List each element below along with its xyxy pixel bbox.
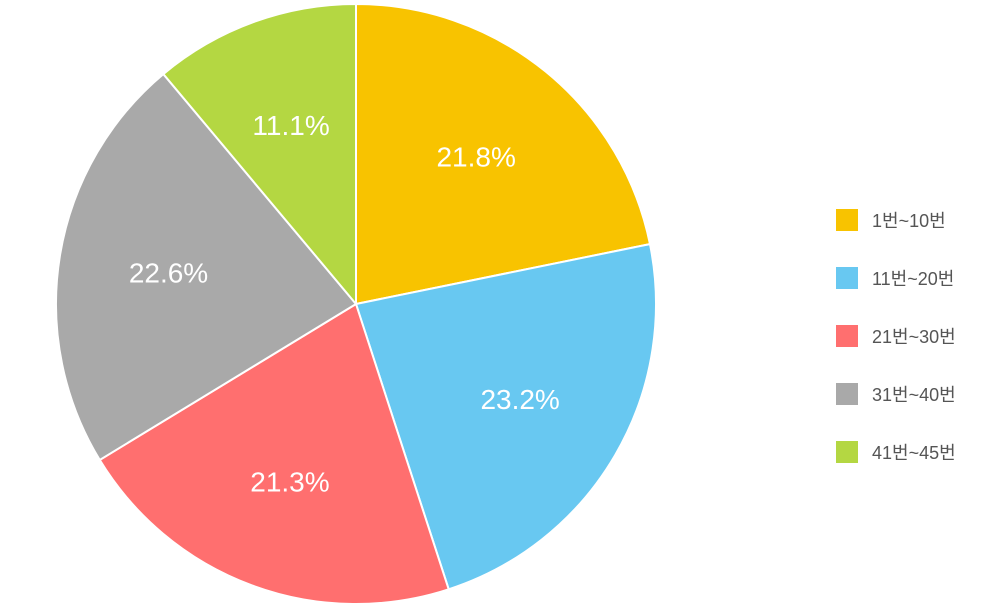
legend-label-11-20: 11번~20번 — [872, 269, 955, 289]
pie-slice-11-20 — [354, 242, 657, 591]
pie-slice-41-45 — [161, 2, 357, 307]
legend-swatch-11-20 — [836, 267, 858, 289]
legend-label-21-30: 21번~30번 — [872, 327, 956, 347]
legend-swatch-41-45 — [836, 441, 858, 463]
slice-label-1-10: 21.8% — [436, 141, 515, 172]
pie-slice-21-30 — [98, 302, 450, 605]
legend-label-31-40: 31번~40번 — [872, 385, 956, 405]
legend-item-11-20: 11번~20번 — [836, 249, 956, 307]
legend: 1번~10번 11번~20번 21번~30번 31번~40번 41번~45번 — [836, 191, 956, 481]
legend-label-41-45: 41번~45번 — [872, 443, 956, 463]
legend-item-1-10: 1번~10번 — [836, 191, 956, 249]
slice-label-21-30: 21.3% — [250, 467, 329, 498]
legend-item-41-45: 41번~45번 — [836, 423, 956, 481]
slice-label-11-20: 23.2% — [480, 384, 559, 415]
legend-swatch-21-30 — [836, 325, 858, 347]
pie-slice-1-10 — [355, 2, 652, 306]
legend-item-21-30: 21번~30번 — [836, 307, 956, 365]
legend-label-1-10: 1번~10번 — [872, 211, 946, 231]
legend-swatch-1-10 — [836, 209, 858, 231]
legend-swatch-31-40 — [836, 383, 858, 405]
pie-slice-31-40 — [55, 72, 358, 462]
legend-item-31-40: 31번~40번 — [836, 365, 956, 423]
slice-label-41-45: 11.1% — [252, 110, 329, 141]
slice-label-31-40: 22.6% — [129, 258, 208, 289]
